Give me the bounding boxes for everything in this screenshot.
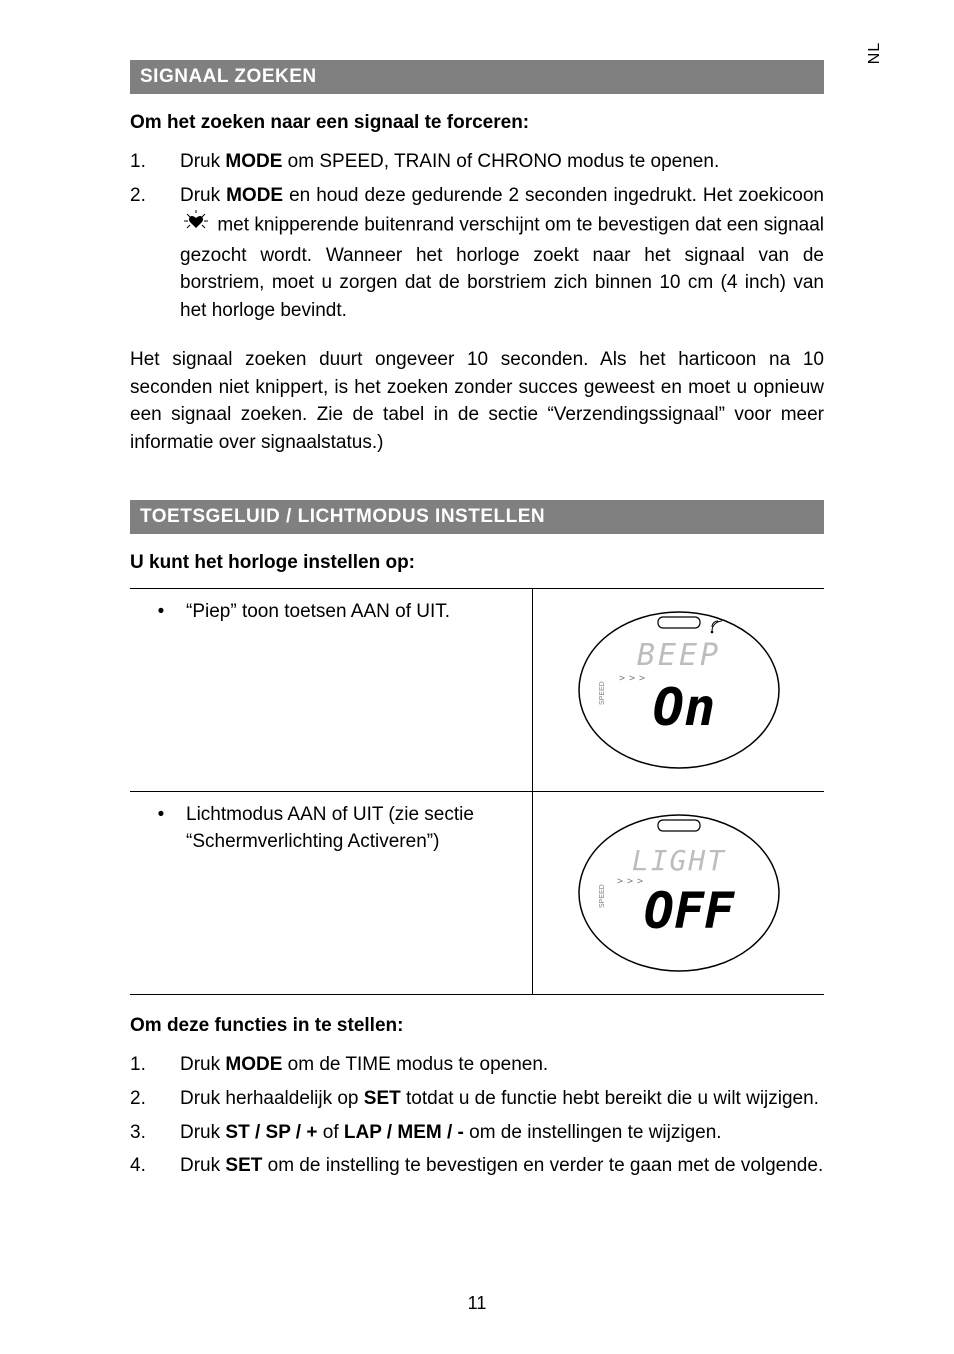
list-number: 1.: [130, 1051, 180, 1079]
svg-text:LIGHT: LIGHT: [631, 844, 725, 877]
table-cell-display: LIGHT >>> SPEED OFF: [533, 792, 824, 995]
list-text: Druk ST / SP / + of LAP / MEM / - om de …: [180, 1119, 824, 1147]
row-text: Lichtmodus AAN of UIT (zie sectie “Scher…: [186, 802, 520, 855]
list-item: 4. Druk SET om de instelling te bevestig…: [130, 1152, 824, 1180]
list-number: 2.: [130, 1085, 180, 1113]
list-text: Druk MODE om de TIME modus te openen.: [180, 1051, 824, 1079]
list-number: 2.: [130, 182, 180, 325]
list-item: 3. Druk ST / SP / + of LAP / MEM / - om …: [130, 1119, 824, 1147]
ordered-list-functions: 1. Druk MODE om de TIME modus te openen.…: [130, 1051, 824, 1179]
text-bold: MODE: [225, 151, 282, 172]
intro-signal: Om het zoeken naar een signaal te forcer…: [130, 112, 824, 134]
svg-text:SPEED: SPEED: [599, 885, 606, 909]
svg-text:OFF: OFF: [643, 882, 734, 940]
list-number: 1.: [130, 148, 180, 176]
table-cell-display: BEEP >>> SPEED On: [533, 589, 824, 792]
svg-text:>>>: >>>: [616, 876, 646, 887]
text-pre: Druk: [180, 151, 225, 172]
page-number: 11: [0, 1293, 954, 1314]
list-number: 3.: [130, 1119, 180, 1147]
intro-sound: U kunt het horloge instellen op:: [130, 552, 824, 574]
list-text: Druk MODE en houd deze gedurende 2 secon…: [180, 182, 824, 325]
text-bold: MODE: [226, 185, 283, 206]
section-header-signal: SIGNAAL ZOEKEN: [130, 60, 824, 94]
text-mid: en houd deze gedurende 2 seconden ingedr…: [283, 185, 824, 206]
svg-text:>>>: >>>: [618, 673, 648, 684]
list-number: 4.: [130, 1152, 180, 1180]
table-cell-text: • Lichtmodus AAN of UIT (zie sectie “Sch…: [130, 792, 533, 995]
svg-text:SPEED: SPEED: [599, 682, 606, 706]
list-item: 1. Druk MODE om SPEED, TRAIN of CHRONO m…: [130, 148, 824, 176]
text-post: met knipperende buitenrand verschijnt om…: [180, 214, 824, 320]
bullet-icon: •: [136, 802, 186, 855]
row-text: “Piep” toon toetsen AAN of UIT.: [186, 599, 450, 626]
table-row: • “Piep” toon toetsen AAN of UIT. BEEP >…: [130, 589, 824, 792]
list-text: Druk MODE om SPEED, TRAIN of CHRONO modu…: [180, 148, 824, 176]
language-tab: NL: [866, 42, 884, 64]
list-text: Druk SET om de instelling te bevestigen …: [180, 1152, 824, 1180]
svg-text:On: On: [652, 678, 715, 738]
list-item: 1. Druk MODE om de TIME modus te openen.: [130, 1051, 824, 1079]
intro-functions: Om deze functies in te stellen:: [130, 1015, 824, 1037]
svg-text:BEEP: BEEP: [636, 638, 720, 673]
text-pre: Druk: [180, 185, 226, 206]
section-header-sound: TOETSGELUID / LICHTMODUS INSTELLEN: [130, 500, 824, 534]
ordered-list-signal: 1. Druk MODE om SPEED, TRAIN of CHRONO m…: [130, 148, 824, 324]
list-item: 2. Druk herhaaldelijk op SET totdat u de…: [130, 1085, 824, 1113]
table-cell-text: • “Piep” toon toetsen AAN of UIT.: [130, 589, 533, 792]
list-text: Druk herhaaldelijk op SET totdat u de fu…: [180, 1085, 824, 1113]
settings-table: • “Piep” toon toetsen AAN of UIT. BEEP >…: [130, 588, 824, 995]
watch-display-light: LIGHT >>> SPEED OFF: [574, 808, 784, 978]
heart-search-icon: [182, 209, 210, 242]
text-post: om SPEED, TRAIN of CHRONO modus te opene…: [282, 151, 719, 172]
watch-display-beep: BEEP >>> SPEED On: [574, 605, 784, 775]
list-item: 2. Druk MODE en houd deze gedurende 2 se…: [130, 182, 824, 325]
paragraph-signal: Het signaal zoeken duurt ongeveer 10 sec…: [130, 346, 824, 456]
bullet-icon: •: [136, 599, 186, 626]
table-row: • Lichtmodus AAN of UIT (zie sectie “Sch…: [130, 792, 824, 995]
